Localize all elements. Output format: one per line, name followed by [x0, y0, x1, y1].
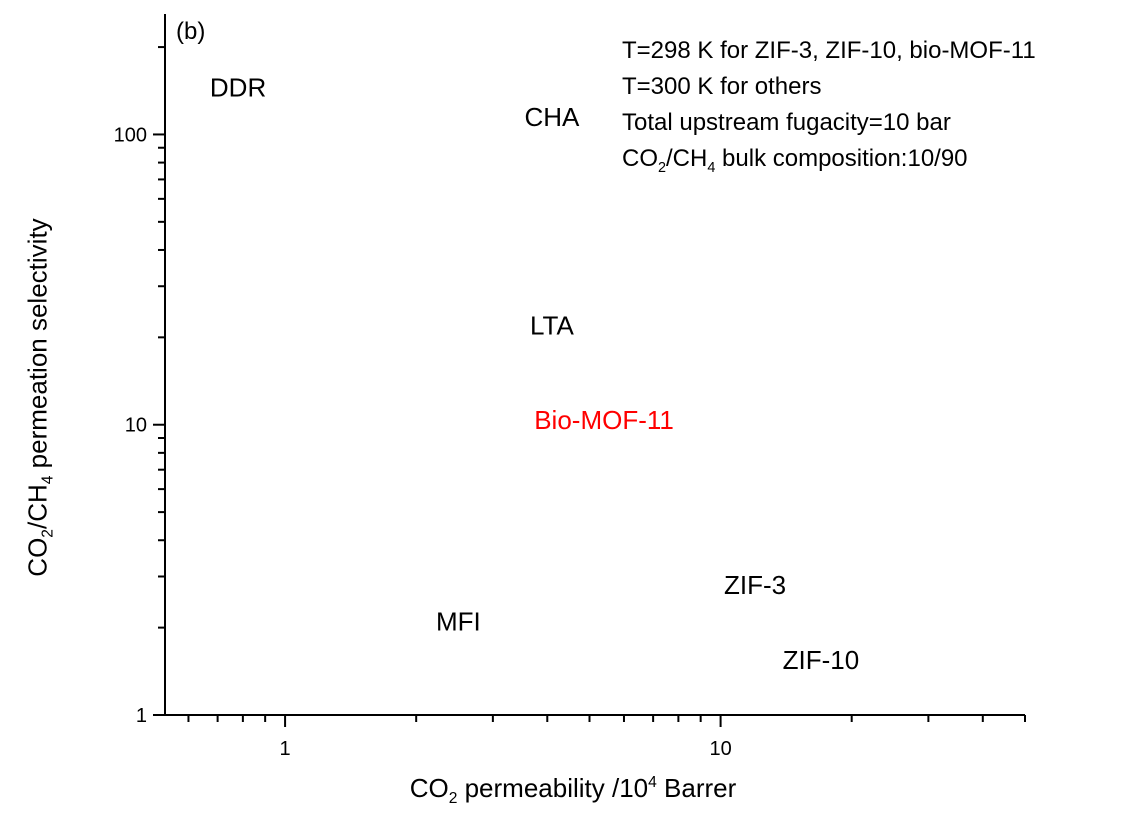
- annotation-composition: CO2/CH4 bulk composition:10/90: [622, 145, 968, 176]
- x-tick-label: 10: [709, 738, 731, 760]
- annotation-fugacity: Total upstream fugacity=10 bar: [622, 109, 951, 136]
- point-label-zif-3: ZIF-3: [724, 570, 786, 600]
- y-tick-label: 100: [114, 124, 147, 146]
- data-labels: DDR CHA LTA Bio-MOF-11 ZIF-3 MFI ZIF-10: [210, 73, 859, 675]
- x-axis-title: CO2 permeability /104 Barrer: [409, 773, 737, 807]
- point-label-mfi: MFI: [436, 606, 481, 636]
- point-label-ddr: DDR: [210, 73, 266, 103]
- point-label-zif-10: ZIF-10: [783, 645, 860, 675]
- y-tick-label: 1: [136, 705, 147, 727]
- x-tick-label: 1: [280, 738, 291, 760]
- y-tick-label: 10: [125, 415, 147, 437]
- point-label-lta: LTA: [530, 310, 574, 340]
- panel-label: (b): [176, 18, 206, 45]
- y-axis-title: CO2/CH4 permeation selectivity: [22, 218, 57, 577]
- axes: 1 10 1 10 100: [114, 14, 1026, 760]
- point-label-bio-mof-11: Bio-MOF-11: [534, 405, 674, 435]
- point-label-cha: CHA: [525, 102, 581, 132]
- annotation-temperature-1: T=298 K for ZIF-3, ZIF-10, bio-MOF-11: [622, 37, 1036, 64]
- annotation-temperature-2: T=300 K for others: [622, 73, 822, 100]
